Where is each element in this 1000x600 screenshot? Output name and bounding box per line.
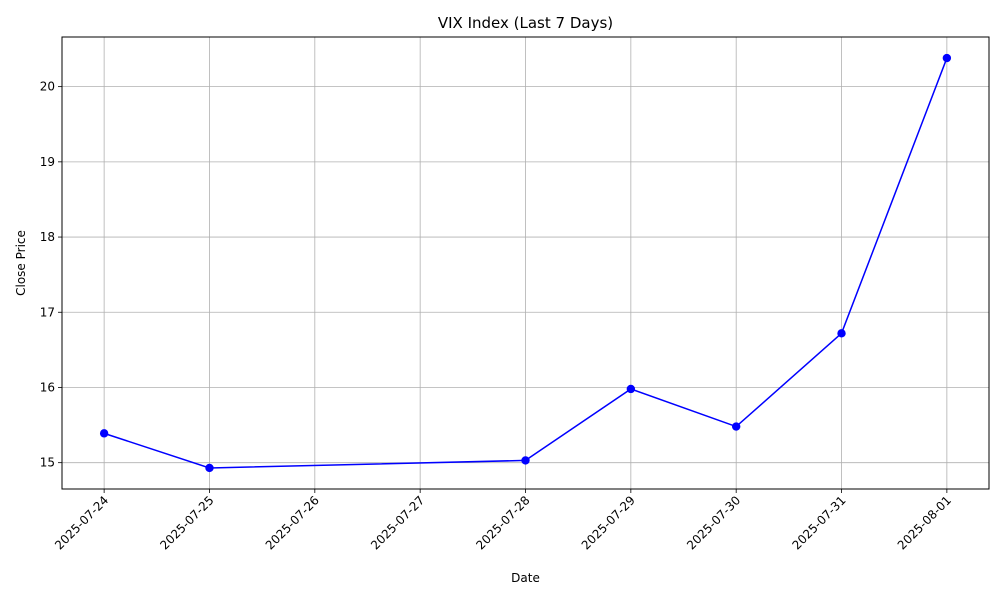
data-point <box>731 422 741 431</box>
y-tick-label: 17 <box>40 305 55 319</box>
chart-title: VIX Index (Last 7 Days) <box>438 14 613 32</box>
y-tick-label: 19 <box>40 155 55 169</box>
x-axis-title: Date <box>511 571 540 585</box>
y-axis: 15 16 17 18 19 20 <box>40 80 62 470</box>
y-tick-label: 15 <box>40 456 55 470</box>
series-layer <box>99 53 952 473</box>
y-tick-label: 20 <box>40 80 55 94</box>
data-point <box>521 456 530 465</box>
data-point <box>942 53 952 63</box>
y-axis-title: Close Price <box>14 230 28 296</box>
data-point <box>205 463 214 473</box>
data-point <box>99 429 109 438</box>
grid <box>62 37 989 489</box>
y-tick-label: 18 <box>40 230 55 244</box>
y-tick-label: 16 <box>40 380 55 394</box>
data-point <box>837 329 846 338</box>
data-point <box>626 384 636 394</box>
